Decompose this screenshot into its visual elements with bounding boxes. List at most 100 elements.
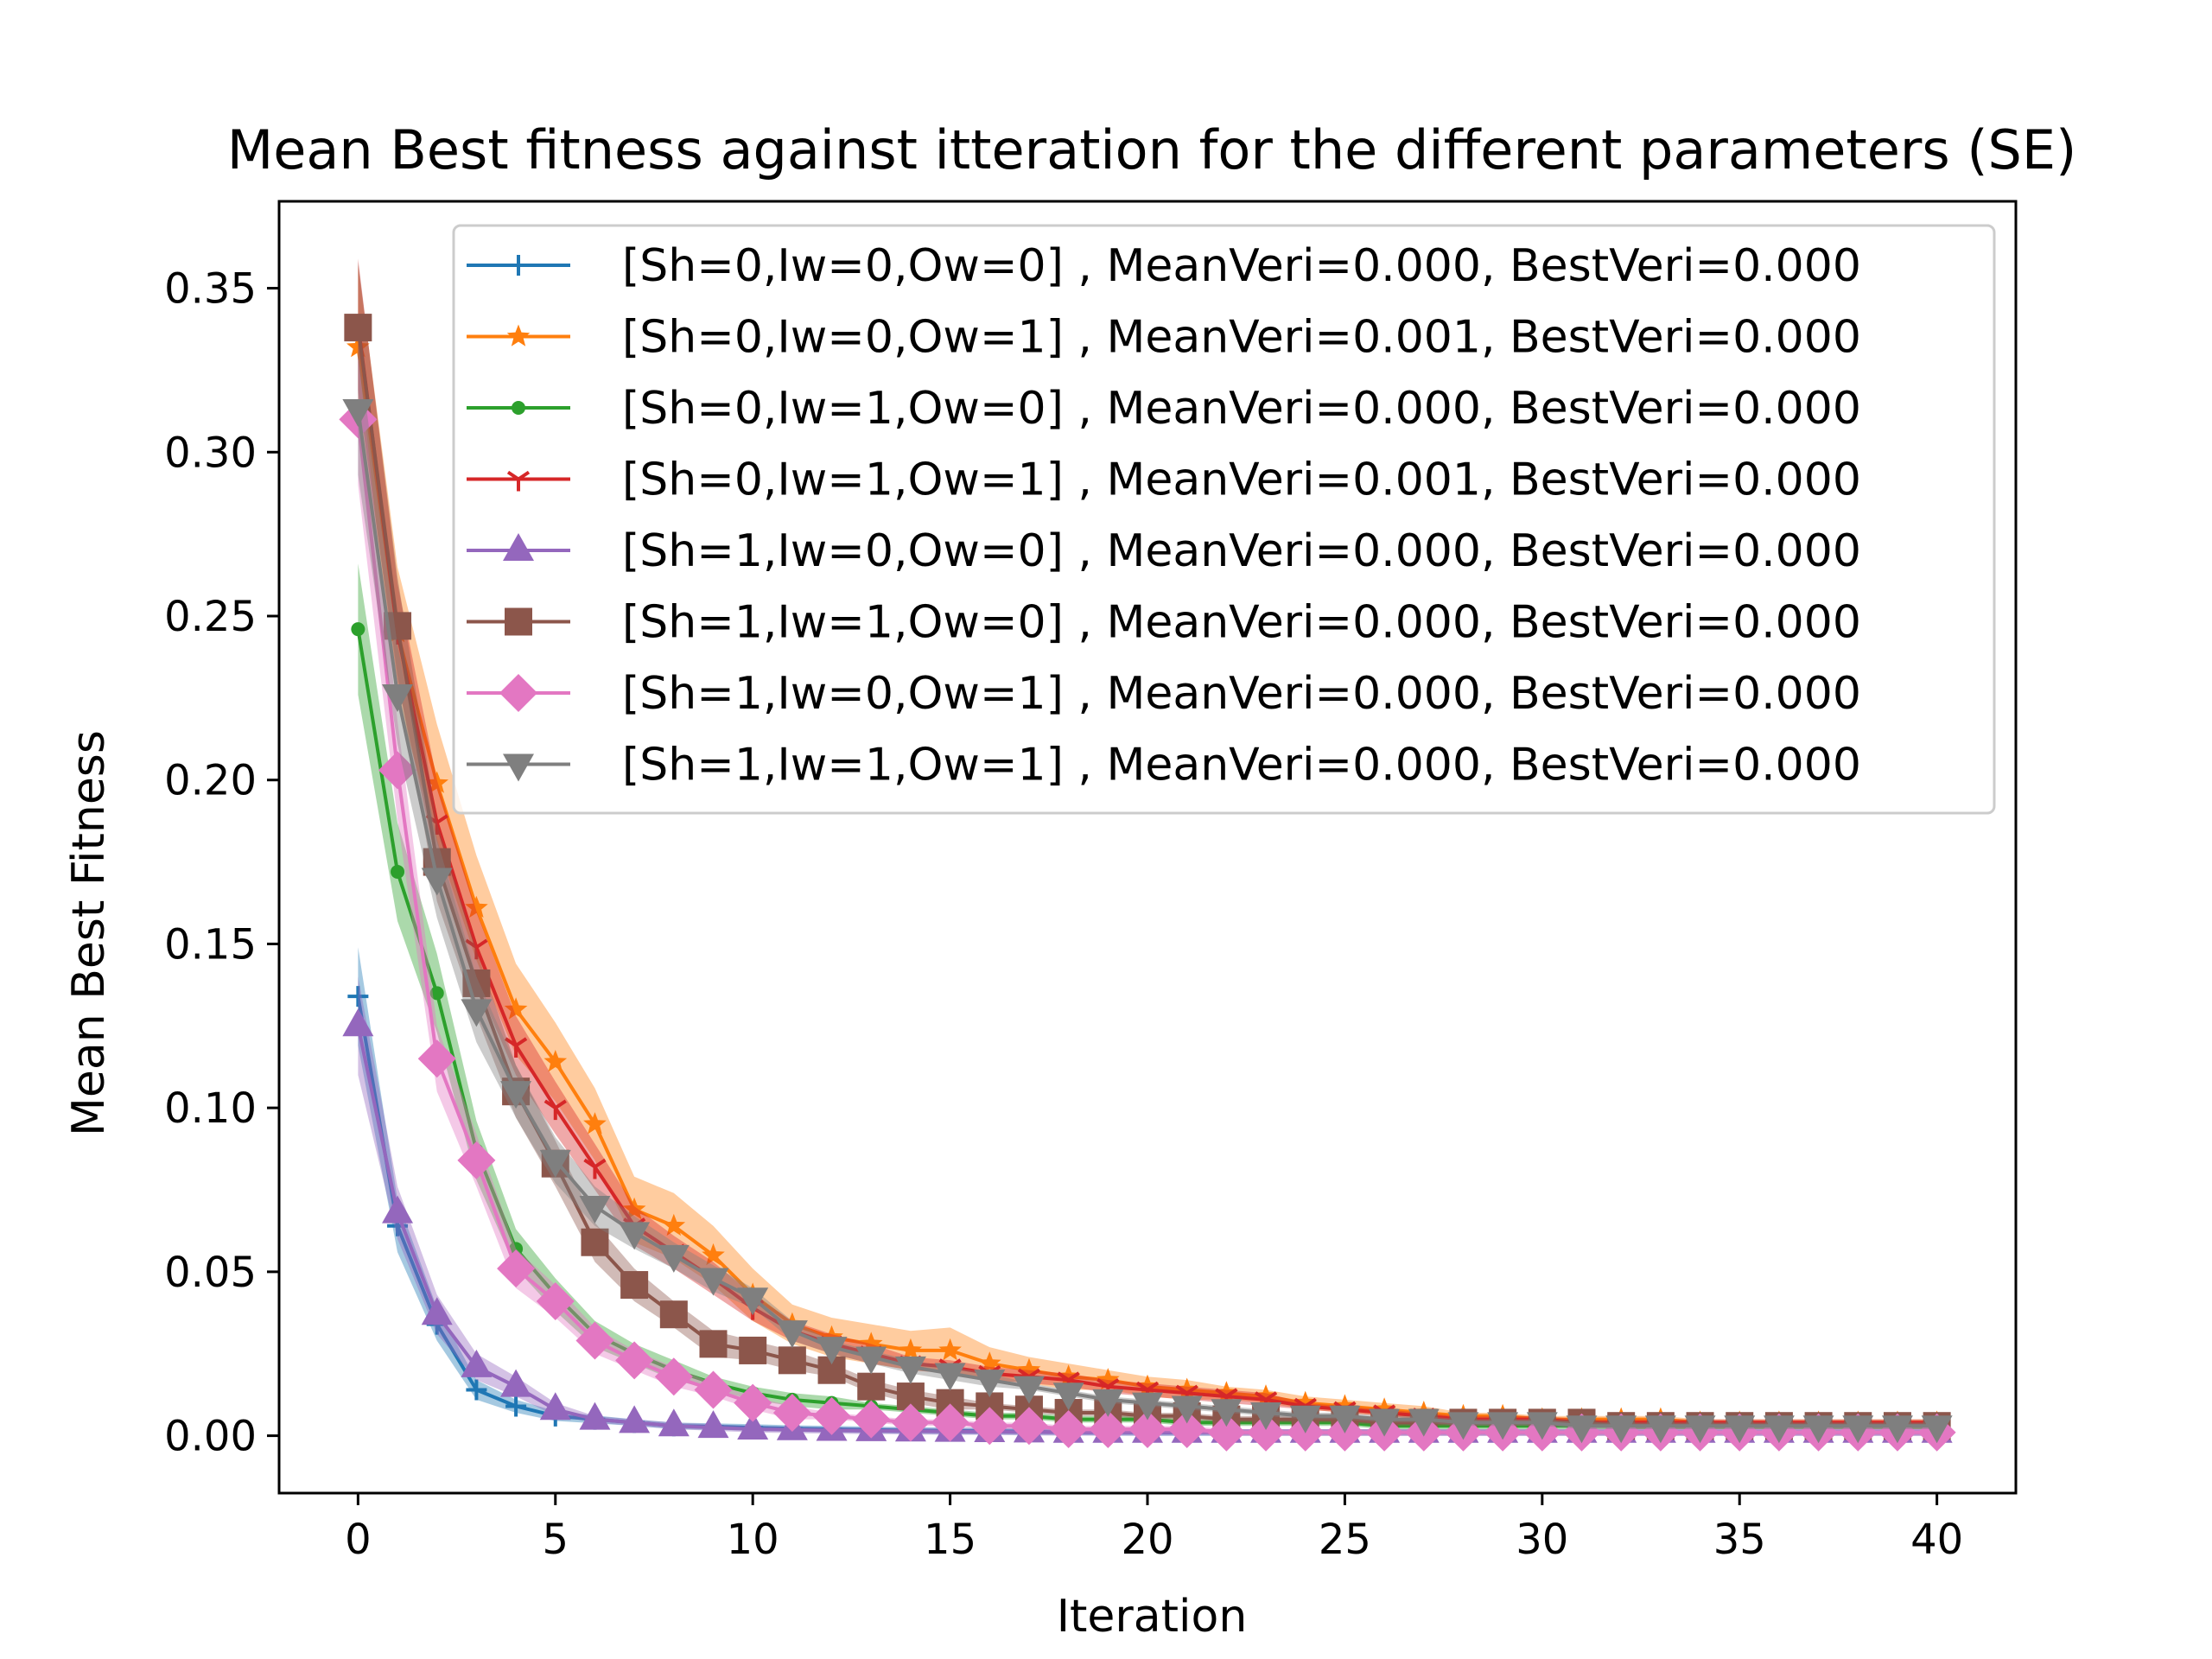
data-point xyxy=(1289,1405,1321,1433)
legend-entry-7: [Sh=1,Iw=0,Ow=1] , MeanVeri=0.000, BestV… xyxy=(467,668,1861,720)
data-point xyxy=(1605,1415,1637,1444)
x-axis-label: Iteration xyxy=(1057,1591,1248,1643)
data-point xyxy=(465,938,488,960)
data-point xyxy=(852,1400,891,1439)
x-tick-label: 20 xyxy=(1121,1516,1173,1564)
legend-entry-3: [Sh=0,Iw=1,Ow=0] , MeanVeri=0.000, BestV… xyxy=(467,383,1861,435)
data-point xyxy=(1254,1384,1278,1407)
data-point xyxy=(346,334,370,358)
data-point xyxy=(1057,1364,1080,1387)
data-point xyxy=(1372,1397,1396,1420)
data-point xyxy=(543,1099,567,1121)
data-point xyxy=(931,1403,969,1442)
x-tick-label: 0 xyxy=(345,1516,372,1564)
x-tick-label: 5 xyxy=(542,1516,569,1564)
y-tick-label: 0.05 xyxy=(164,1249,257,1297)
data-point xyxy=(1211,1399,1243,1427)
data-point xyxy=(1132,1392,1163,1421)
data-point xyxy=(382,684,414,713)
y-tick-label: 0.15 xyxy=(164,920,257,969)
data-point xyxy=(1052,1382,1084,1411)
data-point xyxy=(1526,1412,1558,1440)
data-point xyxy=(1167,1410,1206,1449)
data-point xyxy=(855,1346,887,1375)
data-point xyxy=(619,1405,651,1433)
data-point xyxy=(461,999,493,1027)
data-point xyxy=(1175,1377,1198,1400)
data-point xyxy=(857,1372,886,1401)
data-point xyxy=(1763,1415,1795,1444)
data-point xyxy=(938,1338,962,1361)
data-point xyxy=(859,1332,883,1354)
legend-marker xyxy=(505,607,532,636)
data-point xyxy=(342,398,374,427)
data-point xyxy=(1566,1415,1598,1444)
data-point xyxy=(658,1408,690,1437)
legend-entry-8: [Sh=1,Iw=1,Ow=1] , MeanVeri=0.000, BestV… xyxy=(467,740,1861,791)
data-point xyxy=(1408,1408,1440,1437)
data-point xyxy=(421,1297,453,1325)
y-tick-label: 0.00 xyxy=(164,1413,257,1461)
data-point xyxy=(579,1195,611,1224)
data-point xyxy=(543,1050,568,1072)
data-point xyxy=(1294,1390,1317,1413)
data-point xyxy=(1644,1415,1676,1444)
data-point xyxy=(702,1243,725,1266)
data-point xyxy=(457,1141,496,1179)
legend-box xyxy=(452,224,1996,815)
x-tick-label: 40 xyxy=(1910,1516,1963,1564)
x-tick-label: 10 xyxy=(727,1516,779,1564)
data-point xyxy=(697,1268,729,1296)
data-point xyxy=(622,1197,646,1220)
data-point xyxy=(417,1039,456,1078)
data-point xyxy=(465,895,488,918)
data-point xyxy=(497,1249,536,1288)
legend-entry-6: [Sh=1,Iw=1,Ow=0] , MeanVeri=0.000, BestV… xyxy=(467,597,1861,649)
data-point xyxy=(1881,1415,1913,1444)
legend-entry-2: [Sh=0,Iw=0,Ow=1] , MeanVeri=0.001, BestV… xyxy=(467,312,1861,364)
data-point xyxy=(391,864,405,879)
data-point xyxy=(1135,1374,1160,1396)
y-tick-label: 0.20 xyxy=(164,757,257,805)
legend-marker xyxy=(506,470,531,492)
data-point xyxy=(974,1370,1006,1398)
data-point xyxy=(425,771,448,793)
x-tick-label: 25 xyxy=(1319,1516,1371,1564)
data-point xyxy=(1096,1368,1120,1390)
data-point xyxy=(539,1392,571,1421)
data-point xyxy=(583,1158,607,1179)
data-point xyxy=(1017,1357,1041,1380)
legend-marker xyxy=(503,753,534,782)
y-tick-label: 0.30 xyxy=(164,429,257,477)
data-point xyxy=(662,1213,686,1236)
data-point xyxy=(1128,1410,1166,1449)
legend: [Sh=0,Iw=0,Ow=0] , MeanVeri=0.000, BestV… xyxy=(452,224,1996,815)
data-point xyxy=(697,1410,729,1439)
axes: 0 5 10 15 20 25 30 35 40 0.00 0.05 0.10 0.15 0.20 0.25… xyxy=(164,265,1963,1564)
data-point xyxy=(615,1341,654,1380)
series-8 xyxy=(342,344,1953,1444)
data-point xyxy=(1921,1415,1953,1444)
y-tick-label: 0.25 xyxy=(164,593,257,641)
data-point xyxy=(1049,1410,1088,1449)
data-point xyxy=(699,1330,728,1358)
legend-marker xyxy=(503,533,534,561)
data-point xyxy=(816,1337,848,1365)
data-point xyxy=(1250,1402,1282,1431)
legend-label: [Sh=1,Iw=0,Ow=1] , MeanVeri=0.000, BestV… xyxy=(622,668,1861,720)
data-point xyxy=(620,1271,649,1300)
data-point xyxy=(820,1325,843,1348)
data-point xyxy=(536,1282,575,1321)
data-point xyxy=(509,1242,524,1256)
data-point xyxy=(772,1394,811,1433)
data-point xyxy=(581,1228,609,1256)
legend-marker xyxy=(499,674,537,712)
data-point xyxy=(429,986,444,1001)
legend-marker xyxy=(506,324,531,346)
data-point xyxy=(378,751,417,790)
data-point xyxy=(778,1346,806,1375)
data-point xyxy=(575,1321,614,1360)
data-point xyxy=(504,997,528,1020)
